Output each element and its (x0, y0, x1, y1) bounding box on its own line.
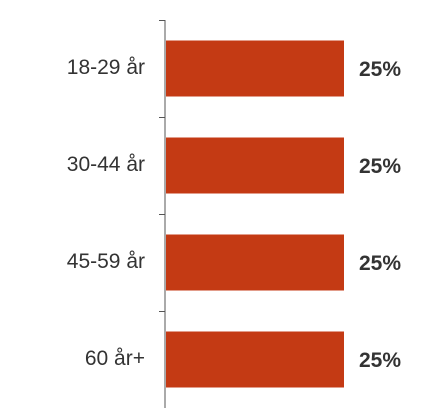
value-label-3: 25% (359, 349, 401, 372)
y-axis (159, 20, 166, 408)
bar-1 (166, 137, 344, 194)
bars (166, 40, 344, 388)
value-label-0: 25% (359, 58, 401, 81)
category-labels: 18-29 år 30-44 år 45-59 år 60 år+ (67, 56, 145, 370)
category-label-3: 60 år+ (85, 347, 145, 370)
bar-3 (166, 331, 344, 388)
category-label-2: 45-59 år (67, 250, 145, 273)
bar-2 (166, 234, 344, 291)
value-label-1: 25% (359, 155, 401, 178)
value-labels: 25% 25% 25% 25% (359, 58, 401, 372)
category-label-0: 18-29 år (67, 56, 145, 79)
category-label-1: 30-44 år (67, 153, 145, 176)
value-label-2: 25% (359, 252, 401, 275)
bar-0 (166, 40, 344, 97)
